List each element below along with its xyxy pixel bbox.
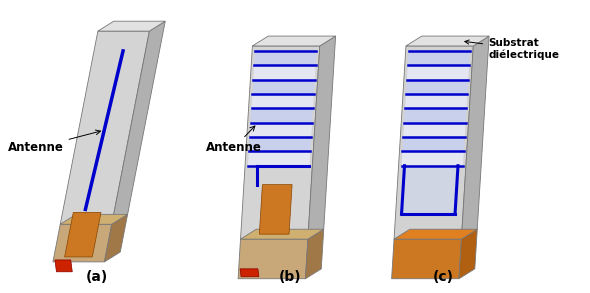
Polygon shape xyxy=(55,260,73,272)
Polygon shape xyxy=(402,151,464,166)
Polygon shape xyxy=(254,51,316,65)
Polygon shape xyxy=(241,46,320,239)
Text: Antenne: Antenne xyxy=(206,126,262,154)
Polygon shape xyxy=(98,21,165,31)
Polygon shape xyxy=(60,31,149,224)
Polygon shape xyxy=(392,239,461,279)
Polygon shape xyxy=(461,36,489,239)
Polygon shape xyxy=(112,21,165,224)
Text: Substrat
diélectrique: Substrat diélectrique xyxy=(465,38,559,60)
Text: (b): (b) xyxy=(278,270,301,284)
Polygon shape xyxy=(53,224,112,262)
Polygon shape xyxy=(404,123,466,137)
Polygon shape xyxy=(104,214,127,262)
Polygon shape xyxy=(250,123,312,137)
Polygon shape xyxy=(406,80,468,94)
Polygon shape xyxy=(404,108,467,123)
Polygon shape xyxy=(253,80,314,94)
Polygon shape xyxy=(459,229,477,279)
Polygon shape xyxy=(253,65,316,80)
Polygon shape xyxy=(260,185,292,234)
Polygon shape xyxy=(238,239,308,279)
Polygon shape xyxy=(408,51,470,65)
Polygon shape xyxy=(402,137,465,151)
Polygon shape xyxy=(248,151,310,166)
Text: (c): (c) xyxy=(433,270,454,284)
Polygon shape xyxy=(405,94,467,108)
Text: Antenne: Antenne xyxy=(8,130,100,154)
Polygon shape xyxy=(308,36,336,239)
Polygon shape xyxy=(402,166,458,214)
Polygon shape xyxy=(249,137,311,151)
Polygon shape xyxy=(60,214,127,224)
Text: (a): (a) xyxy=(86,270,108,284)
Polygon shape xyxy=(251,94,314,108)
Polygon shape xyxy=(394,46,473,239)
Polygon shape xyxy=(241,229,324,239)
Polygon shape xyxy=(306,229,324,279)
Polygon shape xyxy=(251,108,313,123)
Polygon shape xyxy=(240,269,259,277)
Polygon shape xyxy=(394,229,477,239)
Polygon shape xyxy=(64,212,101,257)
Polygon shape xyxy=(253,36,336,46)
Polygon shape xyxy=(407,65,469,80)
Polygon shape xyxy=(406,36,489,46)
